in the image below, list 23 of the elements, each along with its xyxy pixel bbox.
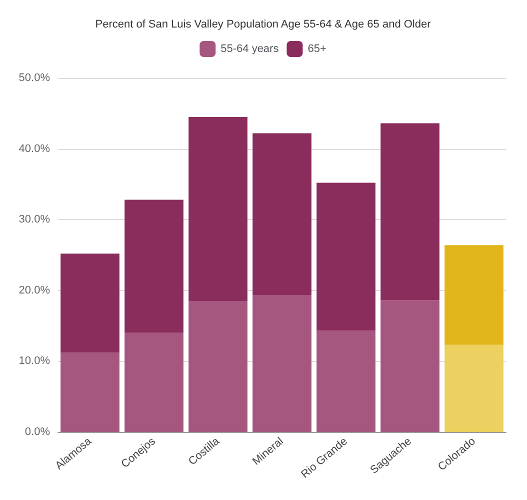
legend-label: 65+: [308, 43, 326, 55]
bar: [60, 352, 120, 432]
bar: [252, 133, 312, 296]
bar: [380, 123, 440, 300]
bar: [316, 330, 376, 432]
bar: [380, 300, 440, 432]
bar: [444, 245, 504, 345]
y-tick-label: 40.0%: [18, 142, 50, 155]
y-tick-label: 20.0%: [18, 284, 50, 296]
bar: [60, 254, 120, 353]
y-tick-label: 10.0%: [18, 355, 50, 368]
bar: [188, 116, 248, 302]
bar: [252, 295, 312, 432]
bar: [316, 182, 376, 331]
y-tick-label: 50.0%: [18, 72, 50, 84]
bar: [124, 332, 184, 432]
y-tick-label: 30.0%: [18, 214, 50, 226]
chart-title: Percent of San Luis Valley Population Age 55-64 & Age 65 and Older: [95, 18, 432, 30]
bar: [188, 301, 248, 432]
bar: [444, 344, 504, 432]
y-tick-label: 0.0%: [24, 426, 50, 438]
bar: [124, 200, 184, 333]
legend-label: 55-64 years: [220, 43, 280, 55]
